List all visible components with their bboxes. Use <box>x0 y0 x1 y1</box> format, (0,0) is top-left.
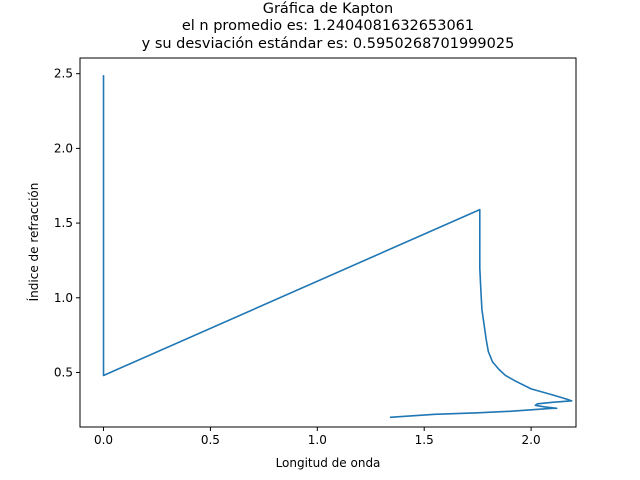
y-tick-label: 2.5 <box>54 67 73 81</box>
series-layer <box>102 75 573 419</box>
x-tick-label: 1.5 <box>415 433 434 447</box>
y-tick-label: 0.5 <box>54 365 73 379</box>
x-tick-label: 2.0 <box>522 433 541 447</box>
x-axis: 0.0 0.5 1.0 1.5 2.0 <box>94 427 541 447</box>
y-tick-label: 2.0 <box>54 141 73 155</box>
y-tick-label: 1.0 <box>54 291 73 305</box>
y-axis-label: Índice de refracción <box>26 183 41 302</box>
x-tick-label: 0.5 <box>201 433 220 447</box>
y-tick-label: 1.5 <box>54 216 73 230</box>
x-tick-label: 0.0 <box>94 433 113 447</box>
x-axis-label: Longitud de onda <box>276 456 381 470</box>
title-line-1: Gráfica de Kapton <box>263 1 394 17</box>
series-line-0 <box>102 75 573 419</box>
x-tick-label: 1.0 <box>308 433 327 447</box>
title-line-3: y su desviación estándar es: 0.595026870… <box>142 36 515 52</box>
y-axis: 0.5 1.0 1.5 2.0 2.5 <box>54 67 80 379</box>
plot-frame <box>79 57 577 428</box>
title-line-2: el n promedio es: 1.2404081632653061 <box>182 18 474 34</box>
chart-title: Gráfica de Kapton el n promedio es: 1.24… <box>142 1 515 52</box>
